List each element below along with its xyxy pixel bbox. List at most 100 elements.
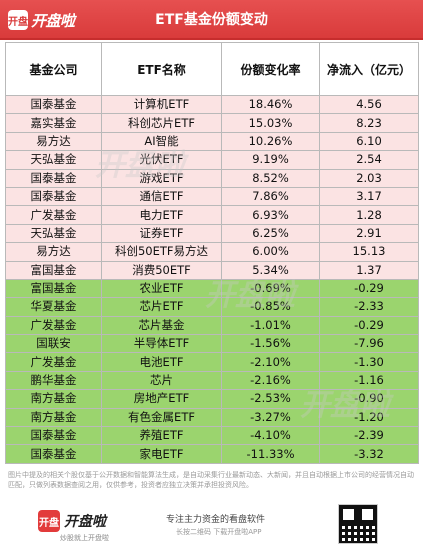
cell-net-inflow: -0.90 — [319, 389, 419, 409]
cell-company: 华夏基金 — [5, 297, 102, 317]
cell-company: 南方基金 — [5, 407, 102, 428]
logo-text: 开盘啦 — [31, 11, 75, 30]
cell-company: 广发基金 — [5, 352, 102, 372]
cell-etf-name: 芯片 — [101, 370, 222, 391]
footer-logo: 开盘 开盘啦 — [38, 510, 106, 532]
brand-logo: 开盘 开盘啦 — [8, 8, 75, 32]
cell-share-change: -2.53% — [221, 389, 320, 409]
cell-company: 国联安 — [5, 334, 102, 354]
cell-etf-name: 家电ETF — [101, 444, 222, 464]
table-row: 华夏基金 芯片ETF -0.85% -2.33 — [5, 297, 419, 317]
cell-net-inflow: -2.39 — [319, 426, 419, 446]
cell-company: 天弘基金 — [5, 223, 102, 244]
cell-company: 国泰基金 — [5, 426, 102, 446]
cell-company: 易方达 — [5, 131, 102, 152]
table-row: 南方基金 有色金属ETF -3.27% -1.20 — [5, 407, 419, 428]
logo-badge-icon: 开盘 — [8, 10, 28, 30]
cell-company: 富国基金 — [5, 260, 102, 280]
cell-company: 富国基金 — [5, 278, 102, 299]
cell-company: 广发基金 — [5, 205, 102, 225]
table-row: 国泰基金 养殖ETF -4.10% -2.39 — [5, 426, 419, 446]
footer-brand-name: 开盘啦 — [64, 514, 106, 530]
table-body: 国泰基金 计算机ETF 18.46% 4.56 嘉实基金 科创芯片ETF 15.03% 8.2… — [5, 94, 419, 464]
etf-share-change-table: 基金公司 ETF名称 份额变化率 净流入（亿元） 国泰基金 计算机ETF 18.46… — [5, 42, 419, 464]
cell-net-inflow: -2.33 — [319, 297, 419, 317]
table-row: 易方达 AI智能 10.26% 6.10 — [5, 131, 419, 152]
cell-etf-name: 游戏ETF — [101, 168, 222, 188]
table-row: 国泰基金 计算机ETF 18.46% 4.56 — [5, 94, 419, 115]
footer-logo-icon: 开盘 — [38, 510, 60, 532]
cell-etf-name: 科创50ETF易方达 — [101, 242, 222, 262]
cell-company: 嘉实基金 — [5, 113, 102, 133]
column-header-company: 基金公司 — [5, 42, 102, 96]
cell-etf-name: 农业ETF — [101, 278, 222, 299]
cell-net-inflow: 15.13 — [319, 242, 419, 262]
cell-share-change: -4.10% — [221, 426, 320, 446]
cell-net-inflow: 1.37 — [319, 260, 419, 280]
cell-net-inflow: 4.56 — [319, 94, 419, 115]
cell-etf-name: 芯片ETF — [101, 297, 222, 317]
cell-net-inflow: 3.17 — [319, 186, 419, 207]
cell-share-change: 6.25% — [221, 223, 320, 244]
cell-share-change: 6.00% — [221, 242, 320, 262]
cell-net-inflow: -3.32 — [319, 444, 419, 464]
cell-share-change: 9.19% — [221, 150, 320, 170]
cell-company: 易方达 — [5, 242, 102, 262]
cell-net-inflow: -1.30 — [319, 352, 419, 372]
table-row: 嘉实基金 科创芯片ETF 15.03% 8.23 — [5, 113, 419, 133]
table-row: 广发基金 电力ETF 6.93% 1.28 — [5, 205, 419, 225]
cell-net-inflow: 6.10 — [319, 131, 419, 152]
cell-etf-name: 房地产ETF — [101, 389, 222, 409]
cell-share-change: -2.16% — [221, 370, 320, 391]
footer-subtitle: 炒股就上开盘啦 — [60, 534, 109, 542]
footer-download-hint: 长按二维码 下载开盘啦APP — [176, 528, 262, 536]
cell-etf-name: 养殖ETF — [101, 426, 222, 446]
cell-share-change: 7.86% — [221, 186, 320, 207]
cell-net-inflow: 8.23 — [319, 113, 419, 133]
cell-share-change: -0.69% — [221, 278, 320, 299]
footer: 开盘 开盘啦 炒股就上开盘啦 专注主力资金的看盘软件 长按二维码 下载开盘啦AP… — [0, 500, 423, 554]
table-row: 国泰基金 游戏ETF 8.52% 2.03 — [5, 168, 419, 188]
cell-net-inflow: -7.96 — [319, 334, 419, 354]
cell-company: 南方基金 — [5, 389, 102, 409]
cell-share-change: 6.93% — [221, 205, 320, 225]
cell-share-change: 15.03% — [221, 113, 320, 133]
table-row: 富国基金 消费50ETF 5.34% 1.37 — [5, 260, 419, 280]
cell-share-change: -1.56% — [221, 334, 320, 354]
cell-net-inflow: 2.03 — [319, 168, 419, 188]
table-row: 国联安 半导体ETF -1.56% -7.96 — [5, 334, 419, 354]
title-bar: 开盘 开盘啦 ETF基金份额变动 — [0, 0, 423, 40]
cell-etf-name: 芯片基金 — [101, 315, 222, 336]
cell-share-change: -11.33% — [221, 444, 320, 464]
qr-code-icon[interactable] — [338, 504, 378, 544]
cell-company: 鹏华基金 — [5, 370, 102, 391]
cell-net-inflow: -1.16 — [319, 370, 419, 391]
cell-company: 国泰基金 — [5, 186, 102, 207]
cell-etf-name: 电力ETF — [101, 205, 222, 225]
column-header-share-change: 份额变化率 — [221, 42, 320, 96]
cell-etf-name: 光伏ETF — [101, 150, 222, 170]
cell-etf-name: AI智能 — [101, 131, 222, 152]
cell-share-change: -0.85% — [221, 297, 320, 317]
disclaimer-text: 图片中提及的相关个股仅基于公开数据和智能算法生成，是自动采集行业最新动态、大新闻… — [8, 471, 414, 489]
cell-net-inflow: -0.29 — [319, 315, 419, 336]
cell-etf-name: 消费50ETF — [101, 260, 222, 280]
cell-etf-name: 科创芯片ETF — [101, 113, 222, 133]
cell-company: 国泰基金 — [5, 168, 102, 188]
table-row: 国泰基金 通信ETF 7.86% 3.17 — [5, 186, 419, 207]
table-row: 广发基金 电池ETF -2.10% -1.30 — [5, 352, 419, 372]
cell-share-change: -1.01% — [221, 315, 320, 336]
page-title: ETF基金份额变动 — [155, 12, 268, 28]
table-header-row: 基金公司 ETF名称 份额变化率 净流入（亿元） — [5, 42, 419, 96]
footer-slogan: 专注主力资金的看盘软件 — [166, 515, 266, 525]
cell-net-inflow: 1.28 — [319, 205, 419, 225]
cell-net-inflow: 2.54 — [319, 150, 419, 170]
cell-company: 国泰基金 — [5, 94, 102, 115]
table-row: 易方达 科创50ETF易方达 6.00% 15.13 — [5, 242, 419, 262]
table-row: 鹏华基金 芯片 -2.16% -1.16 — [5, 370, 419, 391]
column-header-etf-name: ETF名称 — [101, 42, 222, 96]
cell-share-change: 10.26% — [221, 131, 320, 152]
cell-share-change: 8.52% — [221, 168, 320, 188]
table-row: 国泰基金 家电ETF -11.33% -3.32 — [5, 444, 419, 464]
cell-share-change: 5.34% — [221, 260, 320, 280]
